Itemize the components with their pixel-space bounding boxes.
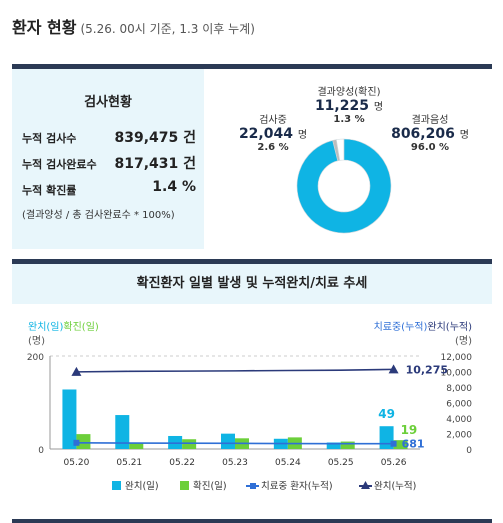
bar-confirmed-daily [76,434,91,449]
page-title-main: 환자 현황 [12,18,77,37]
left-axis-label: 완치(일)확진(일) [28,321,99,333]
donut-label-count: 806,206 [391,126,455,142]
right-axis-label: 치료중(누적)완치(누적) [374,321,473,333]
annotation-recovered-daily: 49 [378,407,395,421]
section-divider-bottom [12,519,492,523]
stat-label: 누적 검사수 [22,132,77,145]
right-tick-label: 12,000 [441,353,473,363]
marker-treating [73,439,80,446]
x-tick-label: 05.20 [64,458,90,468]
left-tick-label: 200 [27,353,44,363]
chart-title: 확진환자 일별 발생 및 누적완치/치료 추세 [12,264,492,304]
bar-confirmed-daily [340,441,355,449]
right-axis-unit: (명) [455,335,472,347]
donut-slice-negative [296,138,392,234]
bar-recovered-daily [62,389,77,449]
stat-row-total-tests: 누적 검사수 839,475 건 [22,127,196,147]
donut-label-positive: 결과양성(확진) 11,225 명 1.3 % [304,83,394,125]
bar-recovered-daily [221,433,235,449]
donut-chart [296,138,392,234]
stat-label: 누적 검사완료수 [22,158,97,171]
stat-value: 817,431 건 [114,156,196,172]
right-tick-label: 10,000 [441,369,473,379]
stat-row-completed-tests: 누적 검사완료수 817,431 건 [22,153,196,173]
line-treating-cumulative [76,442,394,445]
right-tick-label: 0 [466,446,472,456]
section-divider-chart [12,259,492,264]
trend-chart: 완치(일)확진(일) (명) 치료중(누적)완치(누적) (명) 020002,… [27,321,473,492]
test-result-donut-panel: 결과양성(확진) 11,225 명 1.3 % 검사중 22,044 명 2.6… [204,69,492,249]
bar-recovered-daily [326,442,341,449]
test-status-title: 검사현황 [84,95,132,110]
bar-confirmed-daily [129,443,144,449]
positive-rate-note: (결과양성 / 총 검사완료수 * 100%) [22,210,175,221]
marker-treating [390,440,397,447]
stat-value: 1.4 % [152,179,196,195]
bar-recovered-daily [115,415,130,449]
test-status-panel: 검사현황 누적 검사수 839,475 건 누적 검사완료수 817,431 건… [12,69,204,249]
donut-label-name: 결과음성 [411,115,449,126]
donut-label-name: 결과양성(확진) [317,87,381,98]
stat-row-positive-rate: 누적 확진률 1.4 % [22,179,196,199]
line-recovered-cumulative [76,368,394,373]
left-axis-unit: (명) [28,335,45,347]
stat-label: 누적 확진률 [22,184,77,197]
left-axis-label-part2: 확진(일) [63,321,99,333]
annotation-confirmed-daily: 19 [401,423,418,437]
right-tick-label: 2,000 [446,431,472,441]
x-tick-label: 05.24 [275,458,301,468]
right-tick-label: 6,000 [446,400,472,410]
legend-label: 치료중 환자(누적) [261,480,333,492]
right-axis-label-part1: 치료중(누적) [374,321,428,333]
x-tick-label: 05.21 [116,458,142,468]
donut-label-pct: 2.6 % [257,142,289,153]
marker-recovered-cumulative [388,364,399,374]
stat-value: 839,475 건 [114,130,196,146]
right-tick-label: 4,000 [446,415,472,425]
x-tick-label: 05.22 [169,458,195,468]
bar-confirmed-daily [182,439,197,449]
page-title-subtitle: (5.26. 00시 기준, 1.3 이후 누계) [80,22,255,36]
donut-label-negative: 결과음성 806,206 명 96.0 % [380,111,480,153]
donut-label-count: 22,044 [238,126,293,142]
donut-label-name: 검사중 [259,115,287,126]
x-tick-label: 05.25 [328,458,354,468]
page-title: 환자 현황 (5.26. 00시 기준, 1.3 이후 누계) [12,14,255,38]
right-axis-label-part2: 완치(누적) [427,321,472,333]
donut-label-unit: 명 [373,102,384,113]
legend-label: 완치(누적) [374,480,416,492]
donut-label-unit: 명 [297,130,308,141]
legend-label: 완치(일) [125,480,159,492]
x-tick-label: 05.23 [222,458,248,468]
annotation-treating: 681 [402,438,425,451]
donut-label-pct: 1.3 % [333,114,365,125]
left-tick-label: 0 [38,446,44,456]
legend-swatch-marker [361,481,370,489]
x-tick-label: 05.26 [381,458,407,468]
bar-confirmed-daily [393,440,408,449]
marker-recovered-cumulative [71,366,82,376]
left-axis-label-part1: 완치(일) [28,321,64,333]
donut-label-unit: 명 [459,130,469,141]
legend-swatch [180,481,189,490]
legend-swatch-marker [250,483,256,489]
right-tick-label: 8,000 [446,384,472,394]
donut-label-pct: 96.0 % [410,142,450,153]
section-divider-top [12,64,492,69]
legend-label: 확진(일) [193,480,227,492]
annotation-recovered-cumulative: 10,275 [406,363,448,376]
donut-label-count: 11,225 [314,98,369,114]
donut-label-testing: 검사중 22,044 명 2.6 % [238,111,308,153]
legend-swatch [112,481,121,490]
